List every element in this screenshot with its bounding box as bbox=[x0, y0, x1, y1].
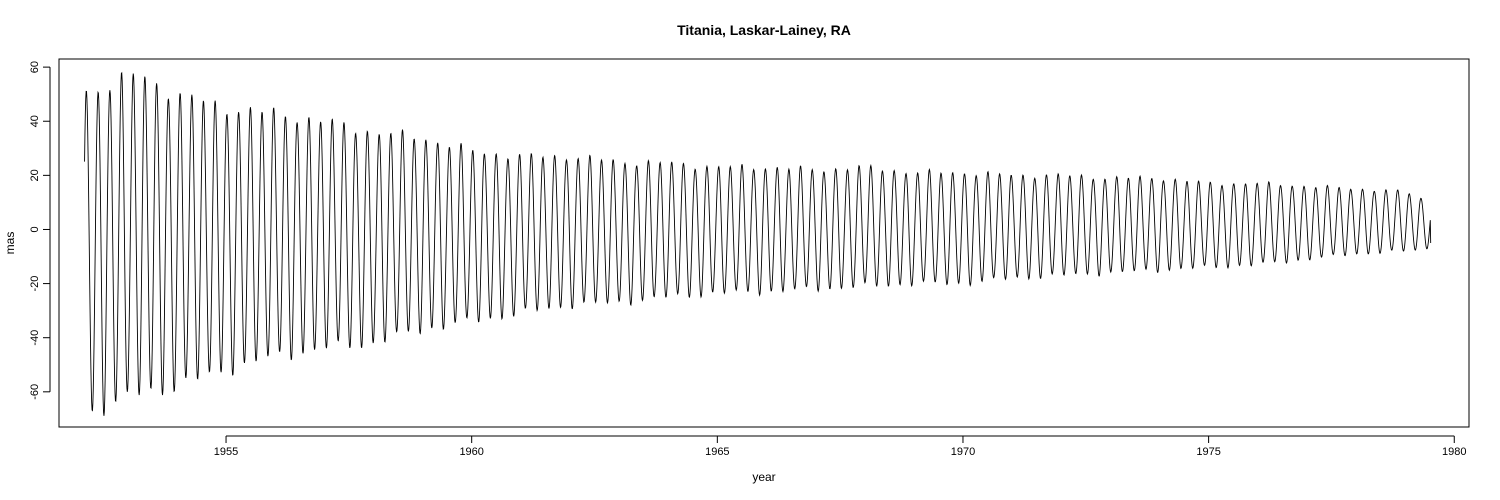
y-tick-label: -20 bbox=[29, 276, 41, 292]
series-line bbox=[84, 71, 1432, 416]
y-tick-label: 60 bbox=[29, 61, 41, 73]
y-tick-label: -40 bbox=[29, 330, 41, 346]
x-tick-label: 1970 bbox=[951, 446, 975, 458]
y-tick-label: 0 bbox=[29, 226, 41, 232]
y-axis: -60 -40 -20 0 20 40 60 bbox=[29, 61, 51, 400]
x-tick-label: 1965 bbox=[705, 446, 729, 458]
x-tick-label: 1955 bbox=[214, 446, 238, 458]
x-tick-label: 1980 bbox=[1442, 446, 1466, 458]
y-tick-label: 20 bbox=[29, 169, 41, 181]
x-tick-label: 1960 bbox=[459, 446, 483, 458]
chart-title: Titania, Laskar-Lainey, RA bbox=[677, 22, 851, 38]
x-axis-label: year bbox=[752, 470, 775, 484]
x-tick-label: 1975 bbox=[1196, 446, 1220, 458]
y-tick-label: -60 bbox=[29, 384, 41, 400]
x-axis: 1955 1960 1965 1970 1975 1980 bbox=[214, 435, 1467, 458]
y-tick-label: 40 bbox=[29, 115, 41, 127]
y-axis-label: mas bbox=[3, 232, 17, 255]
plot-area-frame bbox=[58, 58, 1470, 428]
